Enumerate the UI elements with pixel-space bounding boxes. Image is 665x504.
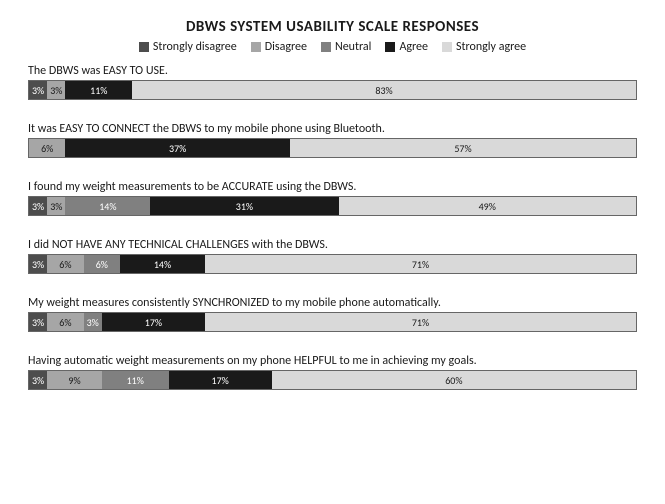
stacked-bar: 3%6%6%14%71% xyxy=(28,254,637,274)
legend-label: Neutral xyxy=(335,40,371,54)
question: It was EASY TO CONNECT the DBWS to my mo… xyxy=(28,122,637,158)
bar-segment: 11% xyxy=(102,371,169,389)
legend-item: Strongly disagree xyxy=(139,40,237,54)
question-label: The DBWS was EASY TO USE. xyxy=(28,64,637,78)
bar-segment: 3% xyxy=(29,313,47,331)
bar-segment: 14% xyxy=(120,255,205,273)
question: I found my weight measurements to be ACC… xyxy=(28,180,637,216)
bar-segment: 3% xyxy=(84,313,102,331)
bar-segment: 3% xyxy=(47,81,65,99)
question: I did NOT HAVE ANY TECHNICAL CHALLENGES … xyxy=(28,238,637,274)
question-label: It was EASY TO CONNECT the DBWS to my mo… xyxy=(28,122,637,136)
bar-segment: 57% xyxy=(290,139,636,157)
legend-swatch xyxy=(442,42,452,52)
question-label: I did NOT HAVE ANY TECHNICAL CHALLENGES … xyxy=(28,238,637,252)
bar-segment: 6% xyxy=(84,255,120,273)
bar-segment: 6% xyxy=(29,139,65,157)
bar-segment: 60% xyxy=(272,371,636,389)
stacked-bar: 3%3%11%83% xyxy=(28,80,637,100)
legend-item: Agree xyxy=(385,40,428,54)
bar-segment: 9% xyxy=(47,371,102,389)
bar-segment: 14% xyxy=(65,197,150,215)
legend-label: Strongly disagree xyxy=(153,40,237,54)
legend-swatch xyxy=(139,42,149,52)
bar-segment: 71% xyxy=(205,313,636,331)
legend-swatch xyxy=(251,42,261,52)
bar-segment: 3% xyxy=(29,371,47,389)
bar-segment: 49% xyxy=(339,197,636,215)
legend-item: Disagree xyxy=(251,40,307,54)
bar-segment: 6% xyxy=(47,255,83,273)
legend-swatch xyxy=(321,42,331,52)
legend-label: Disagree xyxy=(265,40,307,54)
bar-segment: 71% xyxy=(205,255,636,273)
bar-segment: 17% xyxy=(169,371,272,389)
legend-item: Strongly agree xyxy=(442,40,526,54)
question: Having automatic weight measurements on … xyxy=(28,354,637,390)
question-label: My weight measures consistently SYNCHRON… xyxy=(28,296,637,310)
bar-segment: 17% xyxy=(102,313,205,331)
bar-segment: 3% xyxy=(29,197,47,215)
legend-item: Neutral xyxy=(321,40,371,54)
bar-segment: 37% xyxy=(65,139,290,157)
stacked-bar: 3%6%3%17%71% xyxy=(28,312,637,332)
stacked-bar: 3%3%14%31%49% xyxy=(28,196,637,216)
question-label: I found my weight measurements to be ACC… xyxy=(28,180,637,194)
question: My weight measures consistently SYNCHRON… xyxy=(28,296,637,332)
chart-title: DBWS SYSTEM USABILITY SCALE RESPONSES xyxy=(28,18,637,36)
bar-segment: 31% xyxy=(150,197,338,215)
bar-segment: 83% xyxy=(132,81,636,99)
bar-segment: 3% xyxy=(47,197,65,215)
bar-segment: 3% xyxy=(29,81,47,99)
bar-segment: 6% xyxy=(47,313,83,331)
legend-swatch xyxy=(385,42,395,52)
bar-segment: 3% xyxy=(29,255,47,273)
stacked-bar: 3%9%11%17%60% xyxy=(28,370,637,390)
stacked-bar: 6%37%57% xyxy=(28,138,637,158)
question-label: Having automatic weight measurements on … xyxy=(28,354,637,368)
legend-label: Strongly agree xyxy=(456,40,526,54)
bar-segment: 11% xyxy=(65,81,132,99)
questions-container: The DBWS was EASY TO USE.3%3%11%83%It wa… xyxy=(28,64,637,390)
legend-label: Agree xyxy=(399,40,428,54)
question: The DBWS was EASY TO USE.3%3%11%83% xyxy=(28,64,637,100)
legend: Strongly disagree Disagree Neutral Agree Str… xyxy=(28,40,637,54)
